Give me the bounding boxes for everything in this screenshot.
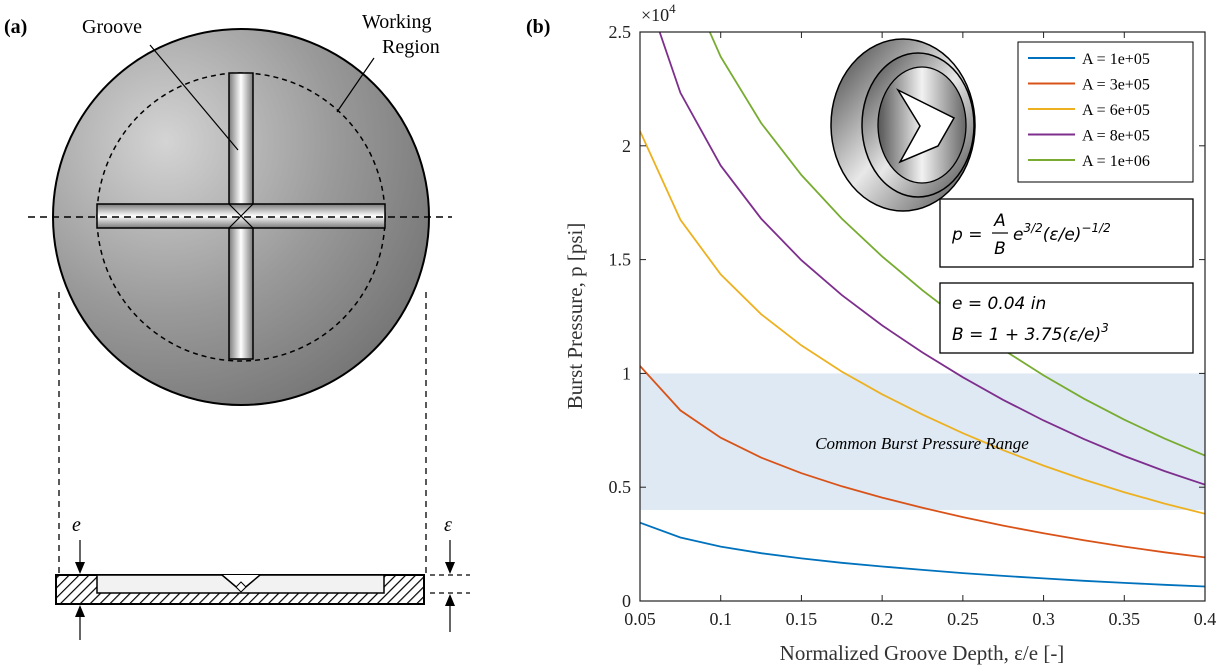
series-line-1: [640, 521, 1205, 588]
groove-cross: [228, 203, 254, 229]
y-tick-label: 1: [622, 363, 631, 383]
x-tick-label: 0.15: [786, 609, 818, 629]
series-line-4: [658, 32, 1205, 486]
disc-inset-icon: [830, 38, 976, 212]
legend-label: A = 3e+05: [1082, 77, 1150, 94]
groove-leader: [149, 44, 239, 151]
legend: A = 1e+05 A = 3e+05 A = 6e+05 A = 8e+05 A = …: [1017, 41, 1194, 183]
working-label-1: Working: [362, 11, 432, 33]
y-tick-label: 0: [622, 591, 631, 611]
series-line-3: [640, 130, 1205, 515]
svg-text:p =: p =: [951, 225, 982, 245]
x-tick-label: 0.3: [1032, 609, 1055, 629]
svg-text:A: A: [993, 211, 1006, 231]
band-label: Common Burst Pressure Range: [815, 434, 1029, 453]
legend-label: A = 1e+05: [1082, 51, 1150, 68]
x-tick-label: 0.35: [1109, 609, 1141, 629]
working-region-leader: [336, 57, 375, 113]
svg-text:B = 1 + 3.75(ε/e)3: B = 1 + 3.75(ε/e)3: [952, 321, 1109, 345]
legend-label: A = 1e+06: [1082, 153, 1150, 170]
rupture-disc: [28, 28, 452, 406]
svg-text:e = 0.04 in: e = 0.04 in: [952, 294, 1046, 314]
working-label-2: Region: [382, 36, 440, 58]
equation-box-burst: p = A B e3/2(ε/e)−1/2: [939, 198, 1194, 268]
svg-text:B: B: [994, 239, 1006, 259]
x-tick-label: 0.4: [1194, 609, 1217, 629]
groove-label: Groove: [82, 16, 142, 38]
panel-a-label: (a): [4, 16, 27, 38]
cross-section: [55, 574, 425, 605]
y-multiplier: ×104: [641, 1, 676, 25]
svg-text:e3/2(ε/e)−1/2: e3/2(ε/e)−1/2: [1013, 221, 1111, 245]
x-tick-label: 0.05: [624, 609, 656, 629]
y-tick-label: 1.5: [609, 250, 632, 270]
epsilon-label: ε: [444, 514, 452, 536]
x-axis-label: Normalized Groove Depth, ε/e [-]: [780, 641, 1065, 665]
x-tick-label: 0.2: [871, 609, 894, 629]
panel-b-label: (b): [526, 16, 550, 38]
chart: 0.05 0.1 0.15 0.2 0.25 0.3 0.35 0.4 0 0.5 1 1.5 2 2.…: [609, 22, 1217, 629]
curves: [640, 32, 1205, 588]
series-line-2: [640, 365, 1205, 559]
legend-label: A = 8e+05: [1082, 128, 1150, 145]
y-axis-label: Burst Pressure, p [psi]: [563, 223, 587, 410]
e-label: e: [72, 514, 81, 536]
legend-label: A = 6e+05: [1082, 102, 1150, 119]
y-tick-label: 2.5: [609, 22, 632, 42]
equation-box-params: e = 0.04 in B = 1 + 3.75(ε/e)3: [939, 282, 1194, 354]
plot-frame: [639, 31, 1206, 602]
x-tick-label: 0.1: [709, 609, 732, 629]
y-tick-label: 0.5: [609, 477, 632, 497]
y-tick-label: 2: [622, 136, 631, 156]
x-tick-label: 0.25: [947, 609, 979, 629]
series-line-5: [708, 32, 1205, 457]
x-axis-ticks: 0.05 0.1 0.15 0.2 0.25 0.3 0.35 0.4: [624, 32, 1216, 629]
